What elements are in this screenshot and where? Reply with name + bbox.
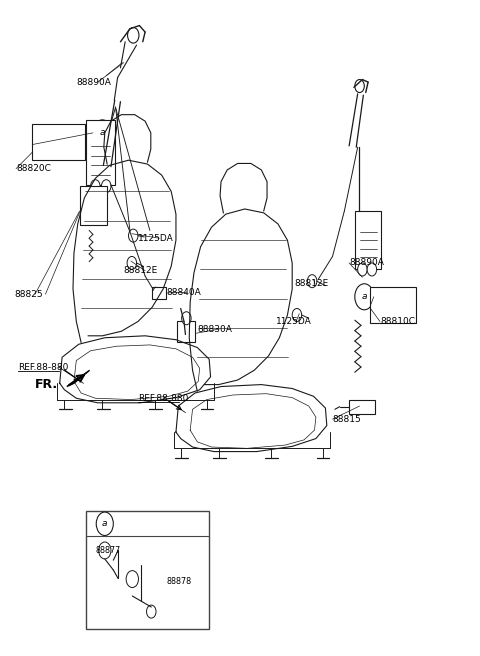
- Text: 88877: 88877: [96, 546, 120, 555]
- Circle shape: [292, 308, 301, 321]
- Bar: [355, 211, 381, 270]
- Bar: [86, 512, 209, 628]
- Text: 88890A: 88890A: [76, 77, 111, 87]
- Bar: [152, 287, 167, 298]
- Text: 88830A: 88830A: [197, 325, 232, 334]
- Circle shape: [96, 512, 113, 535]
- Text: a: a: [100, 129, 105, 137]
- Text: 88812E: 88812E: [295, 279, 329, 288]
- Circle shape: [129, 229, 138, 242]
- Circle shape: [101, 180, 111, 193]
- Text: REF.88-880: REF.88-880: [138, 394, 188, 403]
- Circle shape: [126, 571, 138, 588]
- Text: 88820C: 88820C: [16, 164, 51, 173]
- Text: 88825: 88825: [14, 290, 43, 298]
- Polygon shape: [67, 370, 90, 386]
- Circle shape: [127, 256, 137, 270]
- Circle shape: [98, 542, 111, 559]
- Bar: [86, 120, 115, 185]
- Text: 88810C: 88810C: [380, 317, 415, 326]
- Bar: [32, 125, 85, 160]
- Circle shape: [358, 263, 367, 276]
- Text: 88890A: 88890A: [349, 258, 384, 268]
- Text: 88840A: 88840A: [167, 288, 201, 297]
- Circle shape: [146, 605, 156, 618]
- Text: 88878: 88878: [167, 577, 192, 586]
- Circle shape: [355, 284, 374, 310]
- Circle shape: [91, 180, 100, 193]
- Text: a: a: [102, 520, 108, 528]
- Text: FR.: FR.: [35, 378, 58, 391]
- Text: REF.88-880: REF.88-880: [18, 363, 68, 371]
- Circle shape: [128, 28, 139, 43]
- Text: a: a: [361, 293, 367, 301]
- Circle shape: [307, 275, 317, 288]
- Circle shape: [181, 312, 191, 325]
- Circle shape: [367, 263, 377, 276]
- Text: 1125DA: 1125DA: [138, 234, 174, 243]
- Text: 88812E: 88812E: [124, 266, 158, 276]
- Circle shape: [355, 79, 364, 92]
- Bar: [178, 321, 195, 342]
- Bar: [349, 400, 375, 414]
- Circle shape: [93, 120, 112, 146]
- Text: 1125DA: 1125DA: [276, 317, 312, 326]
- Bar: [80, 186, 107, 225]
- Text: 88815: 88815: [333, 415, 361, 424]
- Bar: [371, 287, 416, 323]
